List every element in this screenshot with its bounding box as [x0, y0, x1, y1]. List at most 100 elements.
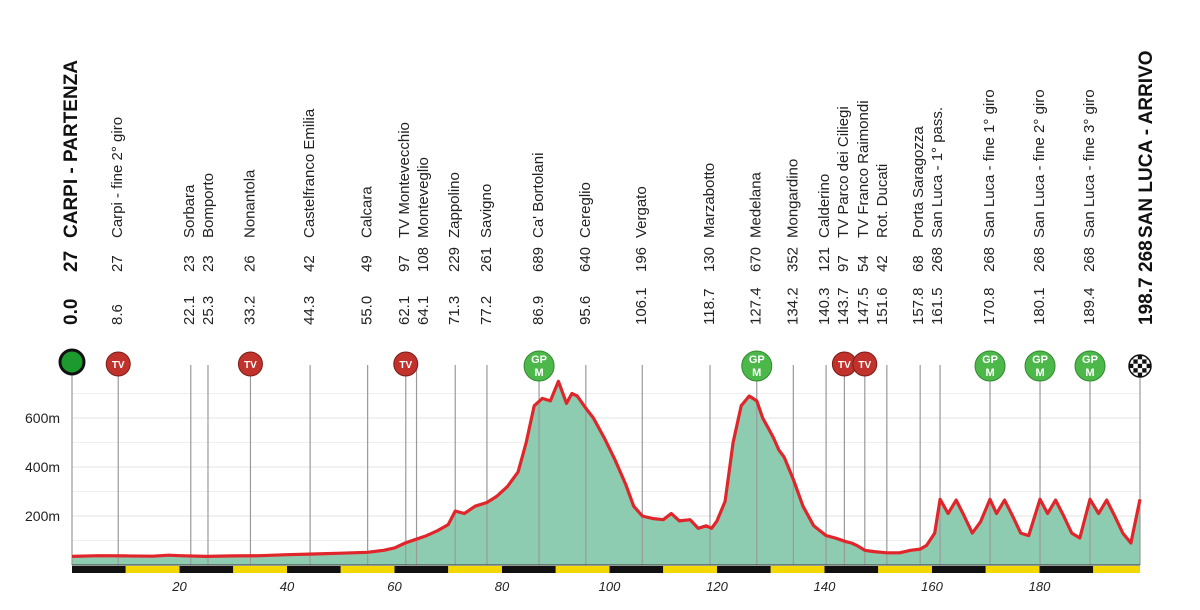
waypoint-km-label: 134.2 [784, 287, 801, 325]
x-tick-label: 160 [921, 579, 943, 594]
x-tick-label: 80 [495, 579, 510, 594]
finish-flag-cell [1133, 368, 1138, 373]
waypoint-km-label: 0.0 [61, 299, 82, 325]
tv-badge-label: TV [244, 360, 257, 371]
gpm-badge-icon [1074, 350, 1106, 382]
waypoint-km-label: 170.8 [981, 287, 998, 325]
tv-badge-label: TV [858, 360, 871, 371]
finish-flag-cell [1129, 363, 1134, 369]
waypoint-name-label: Nonantola [241, 169, 258, 238]
waypoint-km-label: 151.6 [874, 287, 891, 325]
finish-flag-cell [1133, 372, 1138, 377]
y-axis-label: 600m [25, 410, 60, 426]
waypoint-name-label: Calderino [816, 174, 833, 238]
tv-badge-label: TV [399, 360, 412, 371]
waypoint-km-label: 180.1 [1031, 287, 1048, 325]
y-axis-label: 400m [25, 459, 60, 475]
waypoint-altitude-label: 23 [181, 255, 198, 272]
y-axis-label: 200m [25, 508, 60, 524]
tv-badge-icon [237, 351, 263, 377]
finish-flag-cell [1151, 355, 1155, 359]
waypoint-km-label: 95.6 [577, 296, 594, 325]
finish-flag-cell [1137, 355, 1143, 360]
gpm-badge-label-top: GP [1082, 354, 1098, 366]
waypoint-km-label: 140.3 [816, 287, 833, 325]
waypoint-altitude-label: 268 [981, 247, 998, 272]
finish-flag-cell [1133, 359, 1138, 364]
waypoint-km-label: 55.0 [359, 296, 376, 325]
waypoint-km-label: 8.6 [109, 304, 126, 325]
waypoint-name-label: San Luca - fine 2° giro [1031, 89, 1048, 238]
x-tick-label: 180 [1029, 579, 1051, 594]
finish-flag-cell [1137, 368, 1143, 373]
waypoint-name-label: Carpi - fine 2° giro [109, 117, 126, 238]
waypoint-km-label: 71.3 [446, 296, 463, 325]
gpm-badge-icon [523, 350, 555, 382]
waypoint-km-label: 161.5 [929, 287, 946, 325]
x-tick-label: 60 [387, 579, 402, 594]
finish-flag-cell [1146, 363, 1151, 369]
finish-flag-cell [1142, 372, 1147, 377]
finish-flag-cell [1129, 368, 1134, 373]
distance-bar-segment [501, 566, 556, 573]
waypoint-altitude-label: 268 [1031, 247, 1048, 272]
finish-flag-cell [1151, 368, 1155, 372]
gpm-badge-label-bottom: M [1035, 367, 1044, 379]
waypoint-name-label: Medelana [748, 171, 765, 238]
waypoint-altitude-label: 26 [241, 255, 258, 272]
finish-flag-cell [1151, 377, 1155, 381]
finish-flag-cell [1137, 359, 1143, 364]
distance-bar-segment [555, 566, 610, 573]
distance-bar-segment [394, 566, 449, 573]
distance-bar-segment [985, 566, 1040, 573]
waypoint-name-label: Cereglio [577, 182, 594, 238]
waypoint-altitude-label: 42 [874, 255, 891, 272]
distance-bar-segment [663, 566, 717, 573]
waypoint-km-label: 64.1 [415, 296, 432, 325]
waypoint-altitude-label: 640 [577, 247, 594, 272]
waypoint-name-label: Mongardino [784, 159, 801, 238]
waypoint-name-label: San Luca - 1° pass. [929, 107, 946, 238]
finish-flag-cell [1142, 368, 1147, 373]
waypoint-altitude-label: 352 [784, 247, 801, 272]
start-flag-icon [58, 348, 86, 376]
finish-flag-cell [1146, 368, 1151, 373]
x-tick-label: 120 [706, 579, 728, 594]
waypoint-altitude-label: 68 [910, 255, 927, 272]
distance-bar-segment [770, 566, 825, 573]
waypoint-km-label: 86.9 [530, 296, 547, 325]
waypoint-name-label: Savigno [478, 184, 495, 238]
waypoint-km-label: 22.1 [181, 296, 198, 325]
distance-bar-segment [609, 566, 664, 573]
distance-bar-segment [1093, 566, 1140, 573]
x-tick-label: 20 [171, 579, 187, 594]
finish-flag-border [1128, 354, 1152, 378]
gpm-badge-label-bottom: M [752, 367, 761, 379]
waypoint-altitude-label: 196 [633, 247, 650, 272]
finish-flag-cell [1129, 377, 1133, 381]
finish-flag-cell [1133, 363, 1138, 369]
waypoint-altitude-label: 268 [929, 247, 946, 272]
waypoint-name-label: Monteveglio [415, 157, 432, 238]
finish-flag-cell [1129, 359, 1134, 364]
waypoint-altitude-label: 49 [359, 255, 376, 272]
waypoint-altitude-label: 268 [1081, 247, 1098, 272]
gpm-badge-label-bottom: M [985, 367, 994, 379]
waypoint-altitude-label: 108 [415, 247, 432, 272]
distance-bar-segment [1039, 566, 1094, 573]
distance-bar-segment [931, 566, 986, 573]
waypoint-name-label: Calcara [359, 186, 376, 238]
waypoint-name-label: Vergato [633, 186, 650, 238]
waypoint-name-label: Porta Saragozza [910, 126, 927, 238]
distance-bar-segment [448, 566, 502, 573]
waypoint-altitude-label: 97 [396, 255, 413, 272]
gpm-badge-label-top: GP [1032, 354, 1048, 366]
waypoint-name-label: Sorbara [181, 184, 198, 238]
waypoint-name-label: CARPI - PARTENZA [61, 60, 82, 238]
distance-bar-segment [233, 566, 287, 573]
waypoint-km-label: 25.3 [200, 296, 217, 325]
waypoint-name-label: Rot. Ducati [874, 164, 891, 238]
waypoint-altitude-label: 54 [855, 255, 872, 272]
waypoint-altitude-label: 27 [109, 255, 126, 272]
gpm-badge-label-bottom: M [534, 367, 543, 379]
